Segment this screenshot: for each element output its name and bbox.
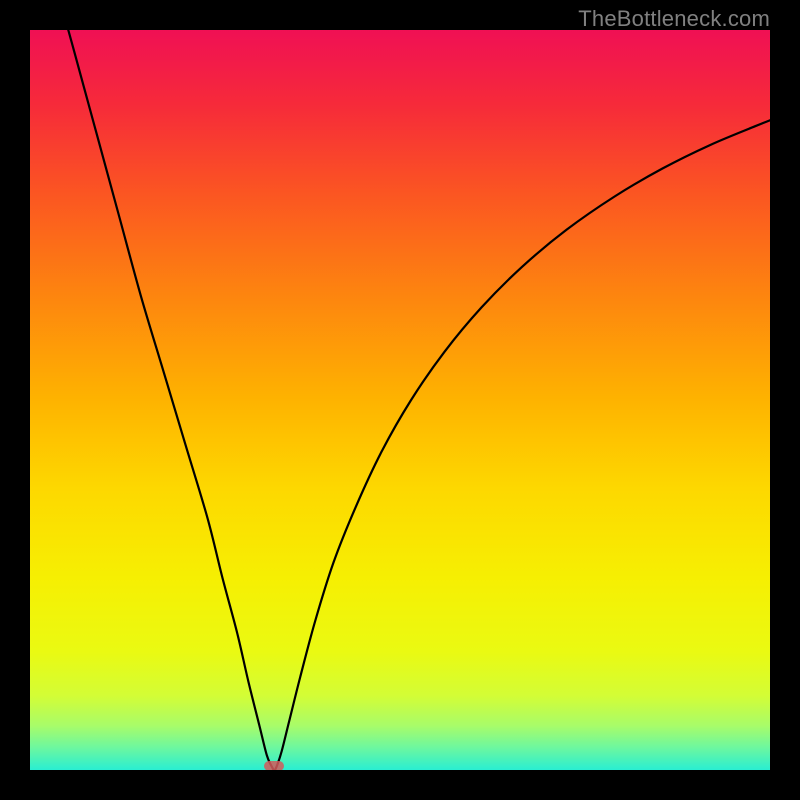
optimum-marker — [264, 761, 284, 770]
bottleneck-curve — [30, 30, 770, 770]
watermark-text: TheBottleneck.com — [578, 6, 770, 32]
plot-area — [30, 30, 770, 770]
